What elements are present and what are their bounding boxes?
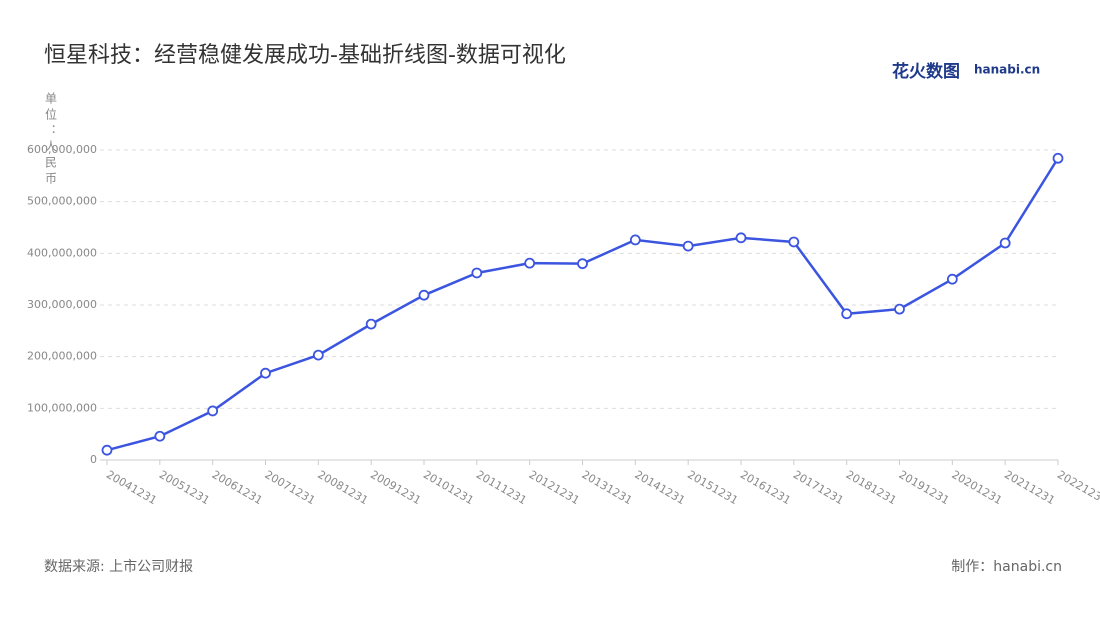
x-tick-label: 20171231 (791, 468, 846, 507)
point (524, 257, 536, 269)
x-tick-label: 20131231 (580, 468, 635, 507)
y-tick-label: 600,000,000 (27, 143, 97, 156)
y-tick-label: 400,000,000 (27, 246, 97, 259)
x-tick-label: 20141231 (632, 468, 687, 507)
y-tick-label: 300,000,000 (27, 298, 97, 311)
x-tick-label: 20081231 (315, 468, 370, 507)
x-tick-label: 20121231 (527, 468, 582, 507)
point (946, 273, 958, 285)
point (471, 267, 483, 279)
point (788, 236, 800, 248)
x-tick-label: 20041231 (104, 468, 159, 507)
point (365, 318, 377, 330)
point (682, 240, 694, 252)
x-tick-label: 20071231 (263, 468, 318, 507)
point (577, 258, 588, 270)
x-tick-label: 20101231 (421, 468, 476, 507)
chart-title: 恒星科技：经营稳健发展成功-基础折线图-数据可视化 (44, 43, 566, 68)
y-tick-label: 100,000,000 (27, 401, 97, 414)
logo: 花火数图 (892, 61, 960, 82)
x-tick-label: 20111231 (474, 468, 529, 507)
x-tick-label: 20061231 (210, 468, 265, 507)
x-tick-label: 20161231 (738, 468, 793, 507)
x-tick-label: 20181231 (844, 468, 899, 507)
point (1052, 152, 1064, 164)
x-tick-label: 20091231 (368, 468, 423, 507)
x-tick-label: 20191231 (897, 468, 952, 507)
point (999, 237, 1011, 249)
point (418, 289, 430, 301)
point (312, 349, 324, 361)
y-tick-label: 200,000,000 (27, 350, 97, 363)
point (629, 234, 641, 246)
y-tick-label: 500,000,000 (27, 195, 97, 208)
x-tick-label: 20151231 (685, 468, 740, 507)
y-axis-label: 单位：人民币 (44, 92, 58, 188)
point (894, 303, 905, 315)
y-tick-label: 0 (90, 453, 97, 466)
point (207, 405, 219, 417)
logo-sub: hanabi.cn (974, 63, 1040, 77)
x-tick-label: 20201231 (949, 468, 1004, 507)
point (841, 308, 853, 320)
point (154, 430, 166, 442)
x-tick-label: 20211231 (1002, 468, 1057, 507)
x-tick-label: 20221231 (1055, 468, 1100, 507)
x-tick-label: 20051231 (157, 468, 212, 507)
point (101, 444, 113, 456)
credit: 制作：hanabi.cn (951, 559, 1062, 575)
point (735, 232, 747, 244)
source: 数据来源: 上市公司财报 (44, 558, 193, 575)
point (260, 367, 271, 379)
